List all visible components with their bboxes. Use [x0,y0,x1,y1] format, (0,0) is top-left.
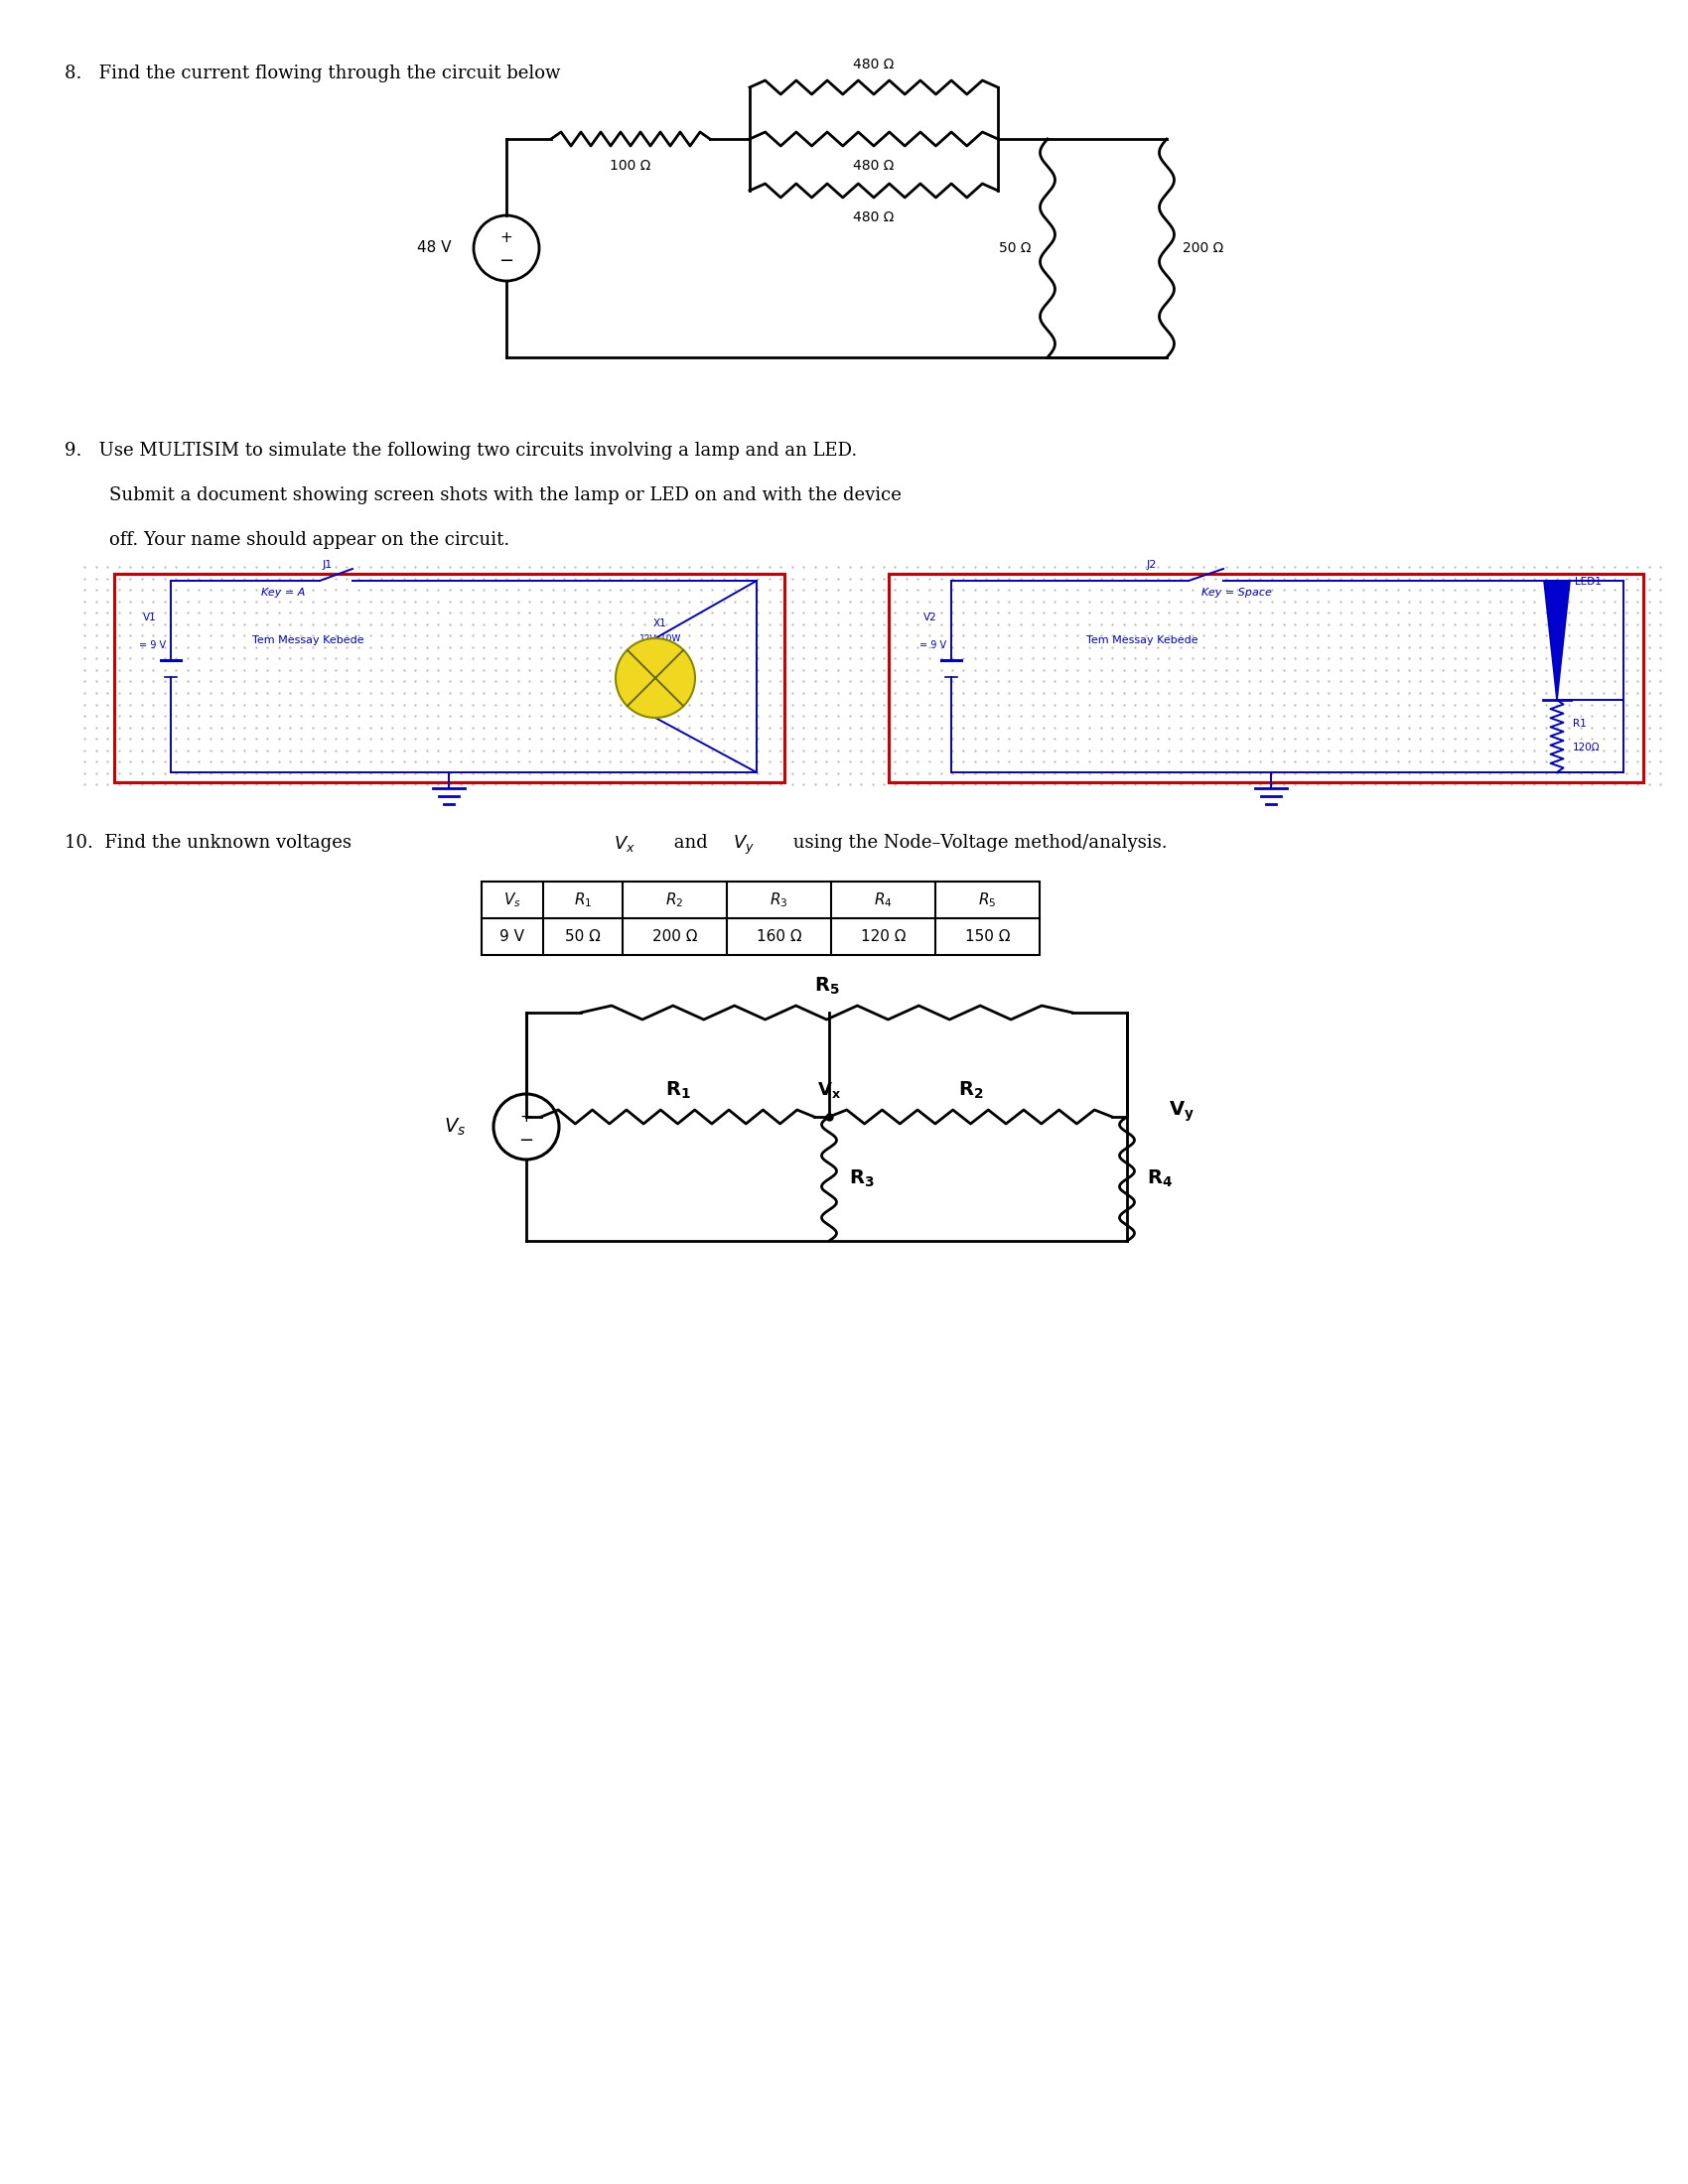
Text: $\mathbf{R_5}$: $\mathbf{R_5}$ [814,976,839,996]
Text: 160 Ω: 160 Ω [756,928,802,943]
Text: V2: V2 [923,612,937,622]
Text: $\mathbf{V_x}$: $\mathbf{V_x}$ [817,1081,841,1101]
Text: $R_3$: $R_3$ [770,891,788,909]
Text: 12V_10W: 12V_10W [640,633,682,642]
Text: $\mathbf{R_2}$: $\mathbf{R_2}$ [957,1079,984,1101]
Text: 50 Ω: 50 Ω [565,928,601,943]
Text: $V_s$: $V_s$ [503,891,522,909]
Polygon shape [1545,581,1570,699]
Text: X1: X1 [653,618,667,629]
Text: 50 Ω: 50 Ω [999,240,1031,256]
Text: $R_5$: $R_5$ [979,891,996,909]
Text: Submit a document showing screen shots with the lamp or LED on and with the devi: Submit a document showing screen shots w… [110,487,901,505]
Circle shape [616,638,695,719]
Text: = 9 V: = 9 V [920,640,947,651]
Text: using the Node–Voltage method/analysis.: using the Node–Voltage method/analysis. [787,834,1168,852]
Text: = 9 V: = 9 V [138,640,165,651]
Text: +: + [520,1109,533,1125]
Text: +: + [500,232,513,245]
Text: Key = Space: Key = Space [1202,587,1271,598]
Text: 8.   Find the current flowing through the circuit below: 8. Find the current flowing through the … [64,66,560,83]
Text: LED1: LED1 [1575,577,1602,587]
Text: $V_y$: $V_y$ [733,834,755,856]
Text: 200 Ω: 200 Ω [652,928,697,943]
Text: $\mathbf{V_y}$: $\mathbf{V_y}$ [1168,1101,1195,1125]
Text: $R_2$: $R_2$ [665,891,684,909]
Text: 10.  Find the unknown voltages: 10. Find the unknown voltages [64,834,358,852]
Text: 48 V: 48 V [417,240,452,256]
Text: off. Your name should appear on the circuit.: off. Your name should appear on the circ… [110,531,510,548]
Text: $\mathbf{R_3}$: $\mathbf{R_3}$ [849,1168,874,1190]
Bar [115,574,785,782]
Text: Tem Messay Kebede: Tem Messay Kebede [1085,636,1198,644]
Text: 9 V: 9 V [500,928,525,943]
Text: 480 Ω: 480 Ω [852,159,895,173]
Text: 120Ω: 120Ω [1573,743,1600,753]
Text: −: − [500,251,513,271]
Text: R1: R1 [1573,719,1587,729]
Text: $V_s$: $V_s$ [444,1116,466,1138]
Text: 480 Ω: 480 Ω [852,210,895,225]
Text: $R_1$: $R_1$ [574,891,592,909]
Text: Key = A: Key = A [262,587,306,598]
Text: J1: J1 [322,559,333,570]
Text: 100 Ω: 100 Ω [609,159,652,173]
Text: $\mathbf{R_4}$: $\mathbf{R_4}$ [1146,1168,1173,1190]
Text: 120 Ω: 120 Ω [861,928,906,943]
Text: $\mathbf{R_1}$: $\mathbf{R_1}$ [665,1079,690,1101]
Bar [888,574,1644,782]
Text: V1: V1 [143,612,157,622]
Text: 200 Ω: 200 Ω [1183,240,1224,256]
Text: $V_x$: $V_x$ [614,834,635,854]
Text: Tem Messay Kebede: Tem Messay Kebede [252,636,363,644]
Text: and: and [668,834,714,852]
Text: J2: J2 [1146,559,1156,570]
Text: 9.   Use MULTISIM to simulate the following two circuits involving a lamp and an: 9. Use MULTISIM to simulate the followin… [64,441,858,459]
Text: −: − [518,1131,533,1149]
Bar [481,882,1040,954]
Text: 480 Ω: 480 Ω [852,57,895,72]
Text: $R_4$: $R_4$ [874,891,893,909]
Text: 150 Ω: 150 Ω [966,928,1009,943]
